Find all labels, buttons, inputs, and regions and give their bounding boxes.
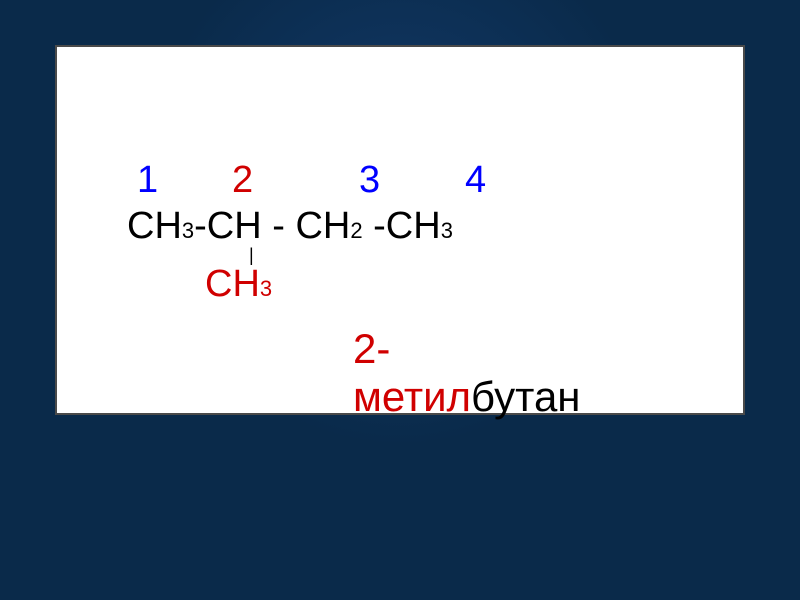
content-panel: 1 2 3 4 CH3-CH - CH2 -CH3 | CH3 2-метилб… — [55, 45, 745, 415]
carbon-number-1: 1 — [137, 159, 158, 202]
carbon-number-3: 3 — [359, 159, 380, 202]
branch-group: CH3 — [205, 263, 272, 306]
slide-frame: 1 2 3 4 CH3-CH - CH2 -CH3 | CH3 2-метилб… — [0, 0, 800, 600]
compound-name: 2-метилбутан — [353, 325, 580, 421]
carbon-number-4: 4 — [465, 159, 486, 202]
carbon-number-2: 2 — [232, 159, 253, 202]
main-chain: CH3-CH - CH2 -CH3 — [127, 205, 453, 248]
